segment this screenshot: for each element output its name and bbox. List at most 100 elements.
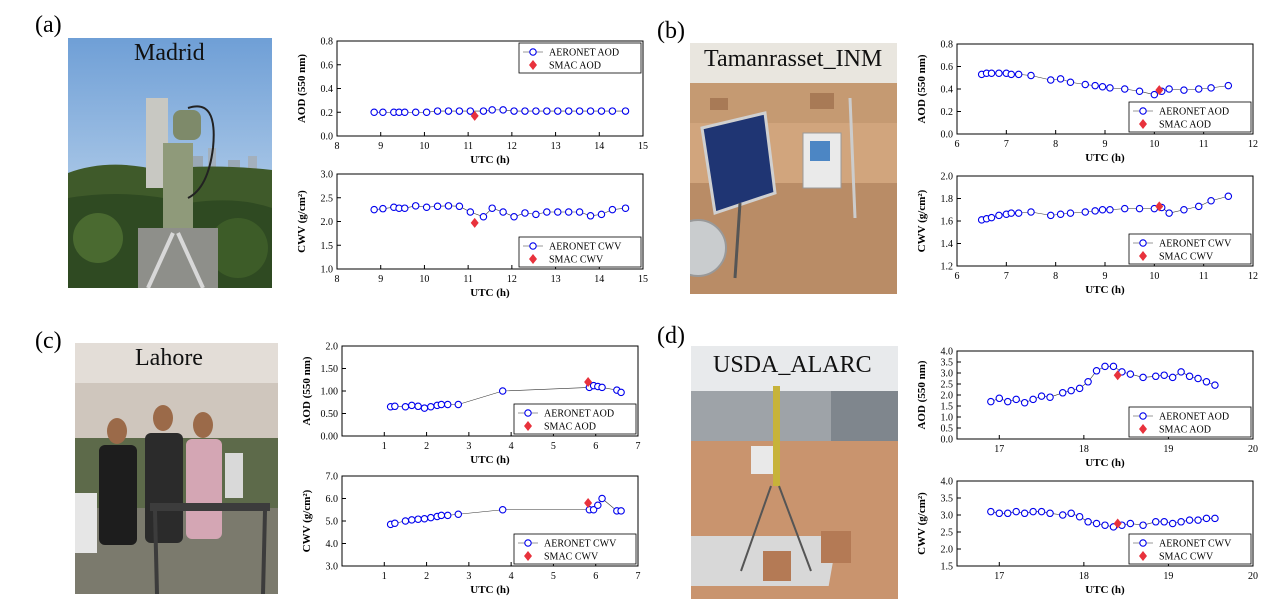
aeronet-point (621, 107, 630, 115)
aeronet-point (1120, 204, 1129, 213)
x-tick-label: 8 (1053, 139, 1058, 150)
legend-label: SMAC AOD (1159, 120, 1211, 131)
aeronet-point (1058, 511, 1067, 519)
aeronet-point (1084, 378, 1092, 386)
aeronet-point (1160, 518, 1168, 526)
y-axis-label: AOD (550 nm) (916, 360, 928, 429)
aeronet-point (1109, 362, 1118, 371)
legend-label: AERONET AOD (544, 409, 614, 420)
aeronet-point (521, 209, 529, 217)
aeronet-point (617, 507, 625, 515)
aeronet-point (1207, 196, 1215, 205)
y-axis-label: AOD (550 nm) (296, 54, 308, 123)
smac-point (1155, 85, 1164, 96)
y-tick-label: 0.6 (941, 62, 954, 73)
x-tick-label: 11 (463, 141, 473, 152)
aeronet-point (987, 213, 996, 222)
aeronet-point (422, 203, 431, 211)
y-tick-label: 0.2 (321, 108, 334, 119)
y-tick-label: 0.50 (321, 409, 339, 420)
legend-box (1128, 406, 1252, 438)
x-axis-label: UTC (h) (470, 287, 510, 299)
aeronet-point (1151, 372, 1160, 381)
y-tick-label: 1.6 (941, 217, 954, 228)
aeronet-point (598, 383, 606, 392)
x-axis-label: UTC (h) (1085, 457, 1125, 469)
aeronet-point (995, 211, 1003, 220)
aeronet-point (1135, 87, 1144, 95)
legend-marker-diamond (529, 254, 537, 264)
y-tick-label: 0.0 (941, 435, 954, 446)
aeronet-point (1092, 519, 1101, 528)
photo-usda: USDA_ALARC (691, 346, 898, 599)
legend-label: AERONET CWV (1159, 239, 1232, 250)
legend-marker-circle (524, 539, 532, 547)
aeronet-point (1194, 85, 1203, 93)
x-tick-label: 12 (1248, 271, 1258, 282)
aeronet-point (1029, 395, 1037, 404)
x-tick-label: 9 (1103, 271, 1108, 282)
aeronet-point (1126, 370, 1135, 378)
aeronet-point (554, 208, 562, 216)
x-tick-label: 7 (1004, 139, 1009, 150)
y-tick-label: 3.5 (941, 358, 954, 369)
x-tick-label: 15 (638, 141, 648, 152)
aeronet-point (1056, 75, 1065, 83)
y-tick-label: 3.0 (321, 170, 334, 181)
aeronet-point (1165, 209, 1173, 217)
x-tick-label: 5 (551, 571, 556, 582)
smac-point (584, 377, 593, 387)
x-tick-label: 7 (1004, 271, 1009, 282)
x-tick-label: 7 (636, 571, 641, 582)
legend-marker-diamond (524, 421, 532, 431)
x-tick-label: 14 (594, 274, 604, 285)
aeronet-point (414, 402, 422, 411)
y-tick-label: 3.0 (941, 511, 954, 522)
aeronet-point (401, 108, 409, 117)
x-tick-label: 7 (636, 441, 641, 452)
y-tick-label: 7.0 (326, 472, 339, 483)
y-tick-label: 2.0 (941, 391, 954, 402)
aeronet-point (586, 107, 595, 115)
aeronet-point (1046, 509, 1054, 518)
aeronet-point (411, 108, 420, 117)
y-tick-label: 6.0 (326, 494, 339, 505)
y-tick-label: 2.5 (941, 528, 954, 539)
aeronet-point (1194, 202, 1203, 211)
y-axis-label: AOD (550 nm) (916, 54, 928, 123)
aeronet-point (1029, 507, 1037, 516)
aeronet-point (455, 107, 464, 115)
aeronet-point (543, 208, 551, 216)
aeronet-point (1185, 372, 1194, 381)
aeronet-point (498, 505, 507, 514)
aeronet-point (443, 400, 452, 409)
y-tick-label: 2.0 (941, 172, 954, 183)
legend-marker-diamond (1139, 251, 1147, 261)
x-tick-label: 17 (994, 571, 1004, 582)
aeronet-point (1081, 208, 1090, 216)
chart-d-aod: 17 18 19 20 0.00.51.01.52.02.53.03.54.0 UTC (… (916, 347, 1258, 470)
x-tick-label: 15 (638, 274, 648, 285)
aeronet-point (1012, 395, 1020, 404)
aeronet-point (1046, 393, 1054, 401)
aeronet-point (1139, 373, 1147, 382)
panel-label-a: (a) (35, 12, 62, 38)
aeronet-point (454, 510, 463, 518)
aeronet-point (1020, 509, 1029, 518)
aeronet-point (408, 516, 416, 524)
aeronet-point (455, 202, 464, 211)
aeronet-point (564, 107, 573, 115)
x-tick-label: 6 (593, 571, 598, 582)
y-tick-label: 1.5 (321, 241, 334, 252)
aeronet-point (1101, 362, 1109, 371)
chart-a-cwv: 8 9 10 11 12 13 14 15 1.0 1.5 2.0 2.5 3.0 UTC (h) CWV … (296, 170, 648, 300)
x-tick-label: 12 (1248, 139, 1258, 150)
aeronet-point (1177, 368, 1185, 376)
aeronet-point (488, 204, 496, 212)
x-axis-label: UTC (h) (470, 154, 510, 166)
aeronet-point (598, 494, 606, 503)
chart-b-cwv: 6 7 8 9 10 11 12 1.2 1.4 1.6 1.8 2.0 UTC (h) CWV (g/c… (916, 172, 1258, 297)
aeronet-point (564, 208, 573, 216)
aeronet-point (1194, 374, 1202, 383)
aeronet-point (543, 107, 551, 115)
